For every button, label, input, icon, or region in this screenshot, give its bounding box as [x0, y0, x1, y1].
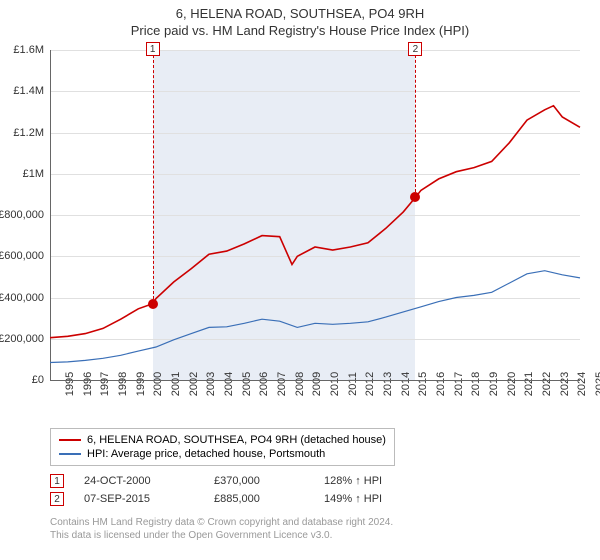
transaction-row: 1 24-OCT-2000 £370,000 128% ↑ HPI — [50, 472, 424, 490]
transaction-badge: 2 — [50, 492, 64, 506]
title-line2: Price paid vs. HM Land Registry's House … — [0, 23, 600, 38]
y-axis-label: £0 — [32, 374, 44, 386]
transaction-price: £370,000 — [214, 475, 304, 487]
transaction-marker — [148, 299, 158, 309]
title-block: 6, HELENA ROAD, SOUTHSEA, PO4 9RH Price … — [0, 0, 600, 38]
chart-plot-area: £0£200,000£400,000£600,000£800,000£1M£1.… — [50, 50, 580, 380]
x-axis — [50, 380, 580, 381]
legend-swatch-property — [59, 439, 81, 441]
transaction-hpi: 149% ↑ HPI — [324, 493, 424, 505]
transaction-badge: 1 — [50, 474, 64, 488]
marker-label: 1 — [146, 42, 160, 56]
y-axis-label: £600,000 — [0, 250, 44, 262]
legend-swatch-hpi — [59, 453, 81, 455]
y-axis-label: £400,000 — [0, 292, 44, 304]
footer-attribution: Contains HM Land Registry data © Crown c… — [50, 516, 393, 542]
y-axis-label: £1.2M — [13, 127, 44, 139]
y-axis-label: £1.4M — [13, 85, 44, 97]
y-axis-label: £800,000 — [0, 209, 44, 221]
y-axis-label: £1M — [23, 168, 44, 180]
y-axis-label: £200,000 — [0, 333, 44, 345]
transaction-date: 24-OCT-2000 — [84, 475, 194, 487]
legend-label-property: 6, HELENA ROAD, SOUTHSEA, PO4 9RH (detac… — [87, 434, 386, 446]
marker-vline — [153, 50, 154, 304]
transaction-table: 1 24-OCT-2000 £370,000 128% ↑ HPI 2 07-S… — [50, 472, 424, 508]
transaction-row: 2 07-SEP-2015 £885,000 149% ↑ HPI — [50, 490, 424, 508]
legend-label-hpi: HPI: Average price, detached house, Port… — [87, 448, 325, 460]
legend-item-hpi: HPI: Average price, detached house, Port… — [59, 447, 386, 461]
transaction-price: £885,000 — [214, 493, 304, 505]
y-axis-label: £1.6M — [13, 44, 44, 56]
series-property — [50, 106, 580, 338]
marker-vline — [415, 50, 416, 197]
legend-box: 6, HELENA ROAD, SOUTHSEA, PO4 9RH (detac… — [50, 428, 395, 466]
transaction-hpi: 128% ↑ HPI — [324, 475, 424, 487]
title-line1: 6, HELENA ROAD, SOUTHSEA, PO4 9RH — [0, 6, 600, 21]
footer-line2: This data is licensed under the Open Gov… — [50, 529, 393, 542]
footer-line1: Contains HM Land Registry data © Crown c… — [50, 516, 393, 529]
marker-label: 2 — [408, 42, 422, 56]
transaction-marker — [410, 192, 420, 202]
line-series-svg — [50, 50, 580, 380]
series-hpi — [50, 271, 580, 363]
chart-container: 6, HELENA ROAD, SOUTHSEA, PO4 9RH Price … — [0, 0, 600, 560]
transaction-date: 07-SEP-2015 — [84, 493, 194, 505]
x-axis-label: 2025 — [580, 372, 600, 396]
legend-item-property: 6, HELENA ROAD, SOUTHSEA, PO4 9RH (detac… — [59, 433, 386, 447]
